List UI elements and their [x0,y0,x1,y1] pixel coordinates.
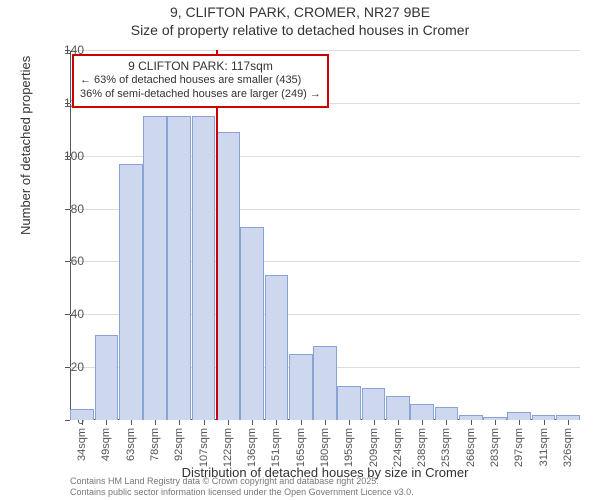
x-tick-label: 107sqm [198,428,210,467]
x-tick-mark [398,420,399,425]
x-tick-mark [228,420,229,425]
histogram-bar [459,415,483,420]
x-tick-label: 151sqm [270,428,282,467]
x-tick-mark [495,420,496,425]
x-tick-label: 253sqm [440,428,452,467]
x-tick-mark [276,420,277,425]
x-tick-mark [349,420,350,425]
title-block: 9, CLIFTON PARK, CROMER, NR27 9BE Size o… [0,4,600,38]
x-tick-label: 209sqm [368,428,380,467]
x-tick-mark [544,420,545,425]
histogram-bar [265,275,289,420]
chart-container: 9, CLIFTON PARK, CROMER, NR27 9BE Size o… [0,0,600,500]
x-tick-mark [131,420,132,425]
x-tick-label: 311sqm [538,428,550,466]
x-tick-label: 180sqm [319,428,331,467]
x-tick-mark [471,420,472,425]
x-tick-label: 283sqm [489,428,501,467]
histogram-bar [507,412,531,420]
histogram-bar [556,415,580,420]
histogram-bar [289,354,313,420]
x-tick-mark [204,420,205,425]
x-tick-label: 49sqm [100,428,112,461]
x-tick-label: 268sqm [465,428,477,467]
histogram-bar [386,396,410,420]
x-tick-mark [374,420,375,425]
x-tick-label: 224sqm [392,428,404,467]
histogram-bar [240,227,264,420]
annotation-line-1: ← 63% of detached houses are smaller (43… [80,74,321,88]
histogram-bar [216,132,240,420]
x-tick-label: 34sqm [76,428,88,461]
histogram-bar [337,386,361,420]
attribution-block: Contains HM Land Registry data © Crown c… [70,476,590,498]
x-tick-label: 92sqm [173,428,185,461]
annotation-box: 9 CLIFTON PARK: 117sqm← 63% of detached … [72,54,329,108]
histogram-bar [70,409,94,420]
annotation-title: 9 CLIFTON PARK: 117sqm [80,59,321,74]
plot-area: 9 CLIFTON PARK: 117sqm← 63% of detached … [70,50,580,420]
histogram-bar [532,415,556,420]
histogram-bar [167,116,191,420]
x-tick-mark [252,420,253,425]
histogram-bar [483,417,507,420]
x-tick-mark [106,420,107,425]
x-tick-mark [446,420,447,425]
annotation-line-2: 36% of semi-detached houses are larger (… [80,88,321,102]
x-tick-label: 195sqm [343,428,355,467]
x-tick-label: 165sqm [295,428,307,467]
x-tick-mark [325,420,326,425]
x-tick-mark [519,420,520,425]
histogram-bar [143,116,167,420]
attribution-line-2: Contains public sector information licen… [70,487,590,498]
title-line-1: 9, CLIFTON PARK, CROMER, NR27 9BE [0,4,600,20]
attribution-line-1: Contains HM Land Registry data © Crown c… [70,476,590,487]
x-tick-mark [155,420,156,425]
histogram-bar [410,404,434,420]
x-tick-label: 63sqm [125,428,137,461]
x-tick-mark [422,420,423,425]
histogram-bar [192,116,216,420]
histogram-bar [435,407,459,420]
histogram-bar [313,346,337,420]
x-tick-label: 297sqm [513,428,525,467]
histogram-bar [95,335,119,420]
x-tick-mark [179,420,180,425]
x-tick-mark [568,420,569,425]
histogram-bar [362,388,386,420]
x-tick-label: 78sqm [149,428,161,461]
x-tick-mark [301,420,302,425]
x-tick-label: 238sqm [416,428,428,467]
histogram-bar [119,164,143,420]
y-axis-label: Number of detached properties [18,56,33,235]
x-tick-label: 122sqm [222,428,234,467]
x-tick-label: 136sqm [246,428,258,467]
x-tick-label: 326sqm [562,428,574,467]
title-line-2: Size of property relative to detached ho… [0,22,600,38]
